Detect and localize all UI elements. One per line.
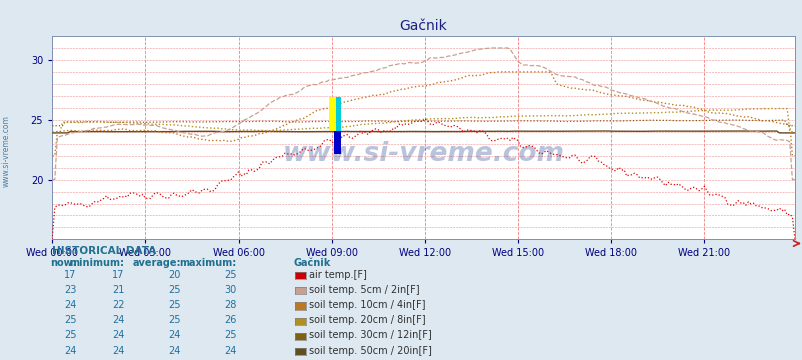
Text: 24: 24 (112, 315, 124, 325)
Text: 24: 24 (64, 346, 76, 356)
Text: HISTORICAL DATA: HISTORICAL DATA (52, 246, 156, 256)
Bar (329, 97, 335, 131)
Bar (335, 97, 340, 131)
Text: 24: 24 (225, 346, 237, 356)
Text: 25: 25 (224, 270, 237, 280)
Text: 22: 22 (111, 300, 124, 310)
Text: soil temp. 5cm / 2in[F]: soil temp. 5cm / 2in[F] (309, 285, 419, 295)
Text: 25: 25 (168, 300, 180, 310)
Text: soil temp. 50cm / 20in[F]: soil temp. 50cm / 20in[F] (309, 346, 431, 356)
Text: 23: 23 (64, 285, 76, 295)
Title: Gačnik: Gačnik (399, 19, 447, 33)
Text: 20: 20 (168, 270, 180, 280)
Text: 24: 24 (64, 300, 76, 310)
Text: 26: 26 (225, 315, 237, 325)
Text: 17: 17 (64, 270, 76, 280)
Text: 25: 25 (63, 330, 76, 341)
Text: soil temp. 10cm / 4in[F]: soil temp. 10cm / 4in[F] (309, 300, 425, 310)
Text: www.si-vreme.com: www.si-vreme.com (282, 141, 564, 167)
Bar (334, 131, 341, 154)
Text: soil temp. 30cm / 12in[F]: soil temp. 30cm / 12in[F] (309, 330, 431, 341)
Text: soil temp. 20cm / 8in[F]: soil temp. 20cm / 8in[F] (309, 315, 425, 325)
Text: minimum:: minimum: (70, 258, 124, 269)
Text: 17: 17 (112, 270, 124, 280)
Text: 24: 24 (168, 346, 180, 356)
Text: www.si-vreme.com: www.si-vreme.com (2, 115, 11, 187)
Text: Gačnik: Gačnik (293, 258, 330, 269)
Text: now:: now: (50, 258, 76, 269)
Text: air temp.[F]: air temp.[F] (309, 270, 367, 280)
Text: 24: 24 (112, 346, 124, 356)
Text: 30: 30 (225, 285, 237, 295)
Text: 24: 24 (168, 330, 180, 341)
Text: 25: 25 (224, 330, 237, 341)
Text: 25: 25 (63, 315, 76, 325)
Text: 24: 24 (112, 330, 124, 341)
Text: 28: 28 (225, 300, 237, 310)
Text: 25: 25 (168, 285, 180, 295)
Text: maximum:: maximum: (180, 258, 237, 269)
Text: average:: average: (132, 258, 180, 269)
Text: 21: 21 (112, 285, 124, 295)
Text: 25: 25 (168, 315, 180, 325)
